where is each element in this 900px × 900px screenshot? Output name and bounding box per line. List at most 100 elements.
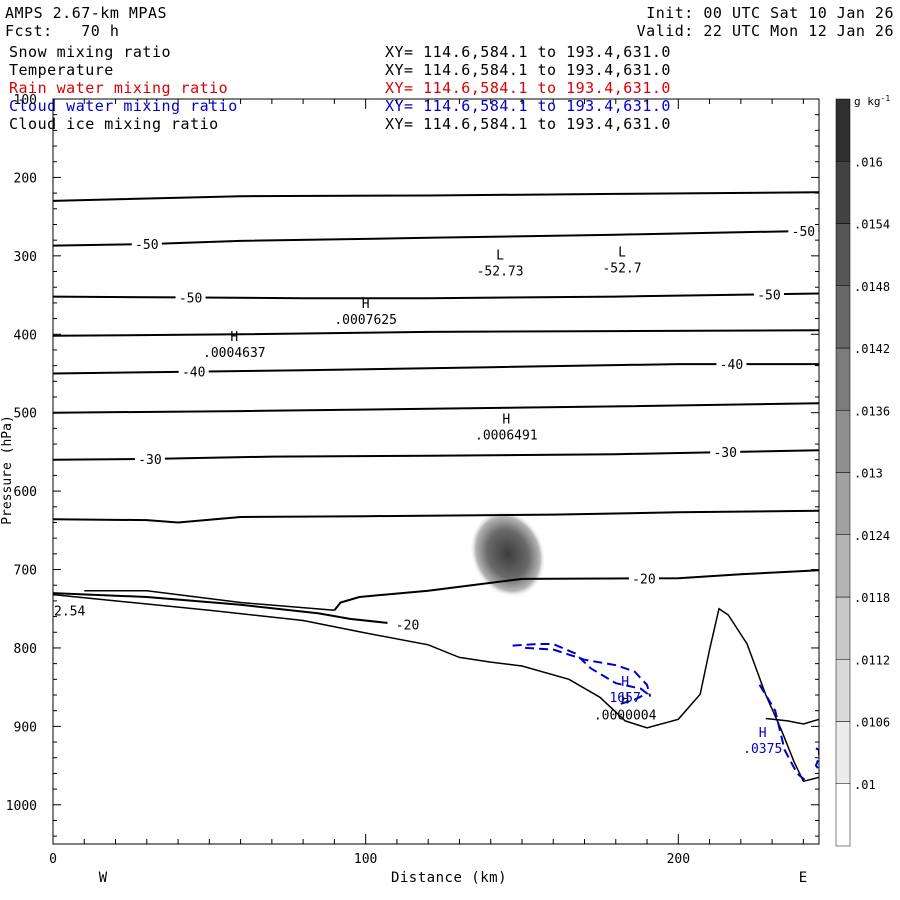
isotherm-7 [53, 509, 819, 524]
colorbar-label-3: .0118 [854, 591, 890, 605]
isotherm-3 [53, 329, 819, 337]
isotherm-label-bg [131, 236, 162, 252]
extremum-marker-6: H [621, 675, 629, 690]
extremum-value-3: .0004637 [203, 346, 266, 361]
colorbar-unit: g kg-1 [854, 94, 890, 108]
y-tick-label-900: 900 [14, 720, 37, 735]
y-tick-label-600: 600 [14, 485, 37, 500]
colorbar-bin [835, 98, 851, 162]
edge-value-label: 2.54 [54, 604, 85, 619]
legend-xy-cloud-water: XY= 114.6,584.1 to 193.4,631.0 [385, 97, 671, 115]
isotherm-label-4-0: -40 [182, 366, 205, 381]
y-axis-label: Pressure (hPa) [0, 415, 15, 525]
extremum-value-0: -52.73 [477, 264, 524, 279]
extremum-value-5: .0000004 [594, 708, 657, 723]
x-tick-label-200: 200 [667, 852, 690, 867]
plot-frame [52, 98, 820, 845]
direction-label-west: W [99, 870, 108, 886]
colorbar-label-2: .0112 [854, 653, 890, 667]
isotherm-label-1-1: -50 [792, 225, 815, 240]
colorbar-bin [835, 161, 851, 224]
colorbar-label-4: .0124 [854, 529, 890, 543]
colorbar-label-7: .0142 [854, 342, 890, 356]
y-tick-label-300: 300 [14, 250, 37, 265]
y-tick-label-700: 700 [14, 564, 37, 579]
legend-label-rain: Rain water mixing ratio [9, 79, 229, 97]
extremum-value-6: 1657 [609, 691, 640, 706]
x-tick-label-100: 100 [354, 852, 377, 867]
colorbar-bin [835, 783, 851, 847]
extremum-value-4: .0006491 [475, 428, 538, 443]
cloud-water-contour-0 [512, 643, 649, 706]
terrain-east-line [765, 717, 819, 725]
colorbar-label-0: .01 [854, 778, 876, 792]
cloud-water-contour-3 [814, 747, 819, 771]
colorbar-bin [835, 285, 851, 349]
isotherm-label-bg [178, 363, 209, 379]
isotherm-1 [53, 229, 819, 247]
isotherm-label-1-0: -50 [135, 238, 158, 253]
extremum-marker-5: H [621, 692, 629, 707]
legend-label-cloud-water: Cloud water mixing ratio [9, 97, 238, 115]
isotherm-0 [53, 191, 819, 202]
colorbar-label-9: .0154 [854, 218, 890, 232]
y-tick-label-400: 400 [14, 328, 37, 343]
colorbar-bin [835, 410, 851, 473]
colorbar-bin [835, 347, 851, 411]
colorbar-label-8: .0148 [854, 280, 890, 294]
isotherm-lower-label: -20 [396, 618, 419, 633]
isotherm-8 [333, 569, 819, 611]
isotherm-5 [53, 402, 819, 414]
cloud-water-contour-2 [758, 684, 808, 783]
extremum-marker-3: H [230, 330, 238, 345]
header-init: Init: 00 UTC Sat 10 Jan 26 [646, 4, 894, 22]
x-axis-label: Distance (km) [391, 870, 507, 886]
isotherm-label-bg [716, 356, 747, 372]
isotherm-label-2-1: -50 [757, 288, 780, 303]
isotherm-lower [53, 592, 388, 624]
legend-label-temperature: Temperature [9, 61, 114, 79]
extremum-marker-4: H [502, 412, 510, 427]
isotherm-label-8-0: -20 [632, 572, 655, 587]
extremum-marker-1: L [618, 245, 626, 260]
colorbar-bin [835, 223, 851, 286]
colorbar-label-10: .016 [854, 155, 883, 169]
isotherm-label-2-0: -50 [179, 291, 202, 306]
extremum-value-2: .0007625 [334, 313, 397, 328]
isotherm-label-bg [628, 570, 659, 586]
isotherm-label-4-1: -40 [720, 358, 743, 373]
isotherm-label-bg [753, 286, 784, 302]
y-tick-label-1000: 1000 [6, 799, 37, 814]
colorbar-bin [835, 472, 851, 535]
isotherm-label-bg [175, 289, 206, 305]
y-tick-label-500: 500 [14, 407, 37, 422]
legend-xy-snow: XY= 114.6,584.1 to 193.4,631.0 [385, 43, 671, 61]
isotherm-6 [53, 449, 819, 461]
extremum-marker-7: H [759, 726, 767, 741]
header-fcst: Fcst: 70 h [5, 22, 120, 40]
colorbar-bin [835, 534, 851, 598]
legend-xy-rain: XY= 114.6,584.1 to 193.4,631.0 [385, 79, 671, 97]
isotherm-label-6-0: -30 [138, 453, 161, 468]
y-tick-label-100: 100 [14, 93, 37, 108]
colorbar-label-6: .0136 [854, 404, 890, 418]
terrain-line [53, 593, 819, 783]
extremum-value-1: -52.7 [602, 261, 641, 276]
legend-xy-temperature: XY= 114.6,584.1 to 193.4,631.0 [385, 61, 671, 79]
isotherm-label-6-1: -30 [713, 446, 736, 461]
direction-label-east: E [799, 870, 807, 886]
isotherm-4 [53, 363, 819, 375]
isotherm-label-bg [710, 444, 741, 460]
isotherm-2 [53, 292, 819, 300]
colorbar-bin [835, 596, 851, 660]
terrain-inner-line [84, 589, 335, 612]
colorbar-bin [835, 659, 851, 722]
isotherm-label-bg [788, 223, 819, 239]
header-title: AMPS 2.67-km MPAS [5, 4, 168, 22]
cloud-water-contour-1 [525, 646, 652, 697]
y-tick-label-200: 200 [14, 171, 37, 186]
colorbar-bin [835, 721, 851, 784]
header-valid: Valid: 22 UTC Mon 12 Jan 26 [636, 22, 894, 40]
colorbar-label-5: .013 [854, 467, 883, 481]
